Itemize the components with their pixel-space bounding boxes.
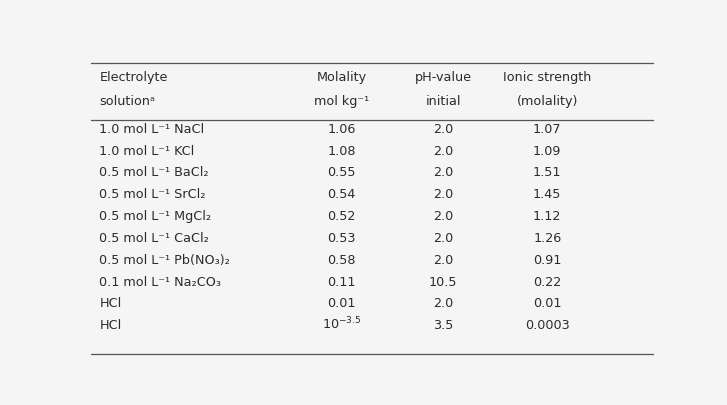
Text: 1.0 mol L⁻¹ NaCl: 1.0 mol L⁻¹ NaCl <box>100 123 204 136</box>
Text: 0.53: 0.53 <box>327 232 356 245</box>
Text: 0.52: 0.52 <box>327 210 356 223</box>
Text: 1.0 mol L⁻¹ KCl: 1.0 mol L⁻¹ KCl <box>100 145 195 158</box>
Text: 0.0003: 0.0003 <box>525 319 570 332</box>
Text: 0.58: 0.58 <box>327 254 356 267</box>
Text: Ionic strength: Ionic strength <box>503 71 592 84</box>
Text: 0.5 mol L⁻¹ SrCl₂: 0.5 mol L⁻¹ SrCl₂ <box>100 188 206 201</box>
Text: 1.26: 1.26 <box>533 232 561 245</box>
Text: 0.5 mol L⁻¹ MgCl₂: 0.5 mol L⁻¹ MgCl₂ <box>100 210 212 223</box>
Text: 0.5 mol L⁻¹ BaCl₂: 0.5 mol L⁻¹ BaCl₂ <box>100 166 209 179</box>
Text: 1.06: 1.06 <box>327 123 356 136</box>
Text: 2.0: 2.0 <box>433 210 453 223</box>
Text: HCl: HCl <box>100 319 121 332</box>
Text: 0.5 mol L⁻¹ CaCl₂: 0.5 mol L⁻¹ CaCl₂ <box>100 232 209 245</box>
Text: 2.0: 2.0 <box>433 145 453 158</box>
Text: 2.0: 2.0 <box>433 232 453 245</box>
Text: 1.07: 1.07 <box>533 123 561 136</box>
Text: initial: initial <box>425 95 461 108</box>
Text: pH-value: pH-value <box>414 71 472 84</box>
Text: $10^{-3.5}$: $10^{-3.5}$ <box>322 315 361 332</box>
Text: 1.09: 1.09 <box>533 145 561 158</box>
Text: 0.11: 0.11 <box>327 276 356 289</box>
Text: 0.1 mol L⁻¹ Na₂CO₃: 0.1 mol L⁻¹ Na₂CO₃ <box>100 276 221 289</box>
Text: mol kg⁻¹: mol kg⁻¹ <box>314 95 369 108</box>
Text: Molality: Molality <box>316 71 366 84</box>
Text: Electrolyte: Electrolyte <box>100 71 168 84</box>
Text: 1.12: 1.12 <box>533 210 561 223</box>
Text: 2.0: 2.0 <box>433 123 453 136</box>
Text: 2.0: 2.0 <box>433 297 453 311</box>
Text: 0.5 mol L⁻¹ Pb(NO₃)₂: 0.5 mol L⁻¹ Pb(NO₃)₂ <box>100 254 230 267</box>
Text: 1.08: 1.08 <box>327 145 356 158</box>
Text: 0.91: 0.91 <box>533 254 561 267</box>
Text: 2.0: 2.0 <box>433 254 453 267</box>
Text: 3.5: 3.5 <box>433 319 453 332</box>
Text: 0.55: 0.55 <box>327 166 356 179</box>
Text: HCl: HCl <box>100 297 121 311</box>
Text: 1.45: 1.45 <box>533 188 561 201</box>
Text: 0.22: 0.22 <box>533 276 561 289</box>
Text: solutionᵃ: solutionᵃ <box>100 95 156 108</box>
Text: 2.0: 2.0 <box>433 188 453 201</box>
Text: 0.01: 0.01 <box>533 297 561 311</box>
Text: 0.54: 0.54 <box>327 188 356 201</box>
Text: (molality): (molality) <box>517 95 578 108</box>
Text: 0.01: 0.01 <box>327 297 356 311</box>
Text: 10.5: 10.5 <box>429 276 457 289</box>
Text: 1.51: 1.51 <box>533 166 561 179</box>
Text: 2.0: 2.0 <box>433 166 453 179</box>
